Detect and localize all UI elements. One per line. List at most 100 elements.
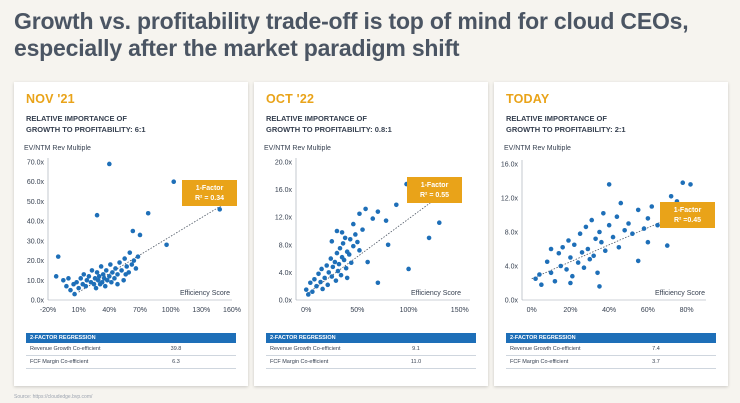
data-point [340,241,346,246]
x-tick-label: 0% [527,307,537,314]
data-point [130,228,136,234]
data-point [325,282,331,288]
subtitle-line-2: GROWTH TO PROFITABILITY: 6:1 [26,125,146,134]
subtitle-line-2: GROWTH TO PROFITABILITY: 2:1 [506,125,626,134]
y-tick-label: 40.0x [27,219,45,226]
trend-line [78,205,222,293]
factor-box [182,180,237,206]
data-point [83,283,89,289]
data-point [107,274,112,279]
y-tick-label: 8.0x [505,230,519,237]
x-tick-label: 100% [400,307,418,314]
data-point [68,287,73,293]
data-point [575,260,581,265]
data-point [94,270,100,275]
data-point [375,209,381,214]
data-point [347,236,353,242]
row-label: FCF Margin Co-efficient [510,359,569,365]
data-point [342,235,348,241]
regression-table: 2-FACTOR REGRESSION Revenue Growth Co-ef… [506,333,716,369]
x-tick-label: 70% [133,307,147,314]
data-point [86,274,92,279]
data-point [577,231,583,236]
subtitle-line-2: GROWTH TO PROFITABILITY: 0.8:1 [266,125,392,134]
table-row: Revenue Growth Co-efficient 7.4 [506,343,716,356]
data-point [589,217,595,223]
panel-today: TODAY RELATIVE IMPORTANCE OF GROWTH TO P… [494,82,728,386]
row-value: 11.0 [410,359,422,365]
data-point [341,257,347,263]
data-point [115,281,120,287]
data-point [649,204,655,209]
data-point [622,228,627,233]
data-point [100,272,106,277]
data-point [597,284,602,289]
data-point [337,245,343,251]
y-axis-label: EV/NTM Rev Multiple [264,145,331,152]
data-point [385,242,391,248]
data-point [655,222,660,228]
factor-box [407,177,462,203]
y-axis-label: EV/NTM Rev Multiple [504,145,571,152]
x-tick-label: -20% [40,307,56,314]
data-point [591,253,596,259]
row-label: Revenue Growth Co-efficient [510,346,581,352]
efficiency-score-label: Efficiency Score [180,290,230,297]
data-point [324,263,330,268]
row-value: 7.4 [652,346,660,352]
panel-subtitle: RELATIVE IMPORTANCE OF GROWTH TO PROFITA… [26,113,146,135]
data-point [606,222,612,228]
data-point [593,236,598,242]
data-point [109,279,114,285]
panel-subtitle: RELATIVE IMPORTANCE OF GROWTH TO PROFITA… [266,113,392,135]
data-point [560,245,565,250]
data-point [129,262,135,267]
row-label: Revenue Growth Co-efficient [30,346,101,352]
data-point [110,270,115,275]
y-tick-label: 12.0x [501,196,519,203]
table-row: FCF Margin Co-efficient 11.0 [266,356,476,369]
data-point [343,265,349,271]
data-point [332,259,338,265]
data-point [328,256,334,261]
data-point [121,277,126,283]
row-value: 6.3 [172,359,180,365]
data-point [599,239,604,245]
data-point [217,207,223,212]
data-point [119,268,124,273]
factor-r2: R² =0.45 [674,217,701,224]
data-point [344,275,350,281]
data-point [334,250,340,256]
data-point [102,283,108,289]
data-point [641,226,647,231]
data-point [606,182,612,187]
data-point [305,292,311,297]
data-point [108,262,113,267]
panel-header: OCT '22 [266,92,315,106]
data-point [314,283,319,289]
data-point [322,275,327,281]
data-point [568,255,573,260]
data-point [360,227,365,232]
y-tick-label: 10.0x [27,278,45,285]
y-tick-label: 70.0x [27,160,45,167]
data-point [113,266,118,271]
data-point [135,254,141,259]
data-point [645,216,651,221]
row-value: 3.7 [652,359,660,365]
data-point [98,264,104,269]
efficiency-score-label: Efficiency Score [655,290,705,297]
data-point [312,277,317,282]
data-point [107,161,112,167]
data-point [406,266,411,272]
y-tick-label: 20.0x [27,258,45,265]
data-point [548,270,554,276]
data-point [635,258,641,264]
data-point [53,274,59,279]
x-tick-label: 160% [223,307,241,314]
panel-nov-21: NOV '21 RELATIVE IMPORTANCE OF GROWTH TO… [14,82,248,386]
data-point [310,289,315,295]
data-point [131,258,137,263]
data-point [537,272,542,277]
table-row: FCF Margin Co-efficient 3.7 [506,356,716,369]
